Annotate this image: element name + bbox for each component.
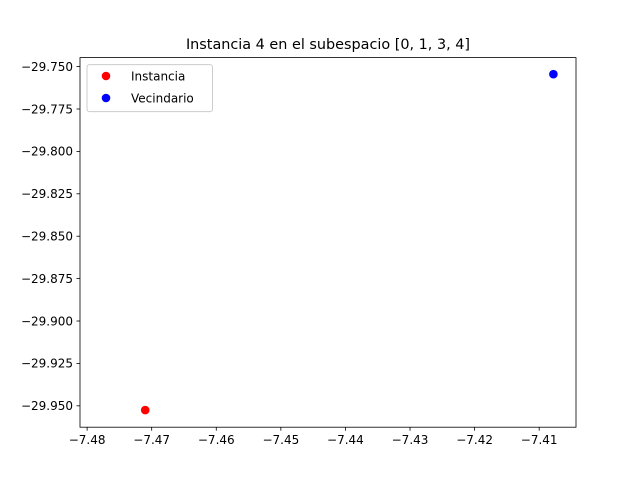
x-tick-label: −7.47 (133, 433, 170, 447)
y-tick-label: −29.900 (21, 314, 73, 328)
y-tick-label: −29.825 (21, 187, 73, 201)
y-tick-label: −29.950 (21, 399, 73, 413)
x-tick-label: −7.41 (521, 433, 558, 447)
y-tick-label: −29.925 (21, 357, 73, 371)
plot-points (140, 69, 558, 415)
chart-title: Instancia 4 en el subespacio [0, 1, 3, 4… (186, 37, 470, 53)
x-tick-label: −7.44 (327, 433, 364, 447)
legend-label: Instancia (131, 70, 185, 84)
legend: Instancia Vecindario (86, 64, 213, 113)
y-tick-label: −29.775 (21, 102, 73, 116)
legend-label: Vecindario (131, 92, 194, 106)
y-axis: −29.750 −29.775 −29.800 −29.825 −29.850 −29.8… (21, 60, 80, 413)
y-tick-label: −29.750 (21, 60, 73, 74)
x-axis: −7.48 −7.47 −7.46 −7.45 −7.44 −7.43 −7.42 −7.41 (69, 427, 558, 447)
legend-marker (101, 93, 111, 103)
y-tick-label: −29.875 (21, 272, 73, 286)
y-tick-label: −29.850 (21, 230, 73, 244)
x-tick-label: −7.42 (456, 433, 493, 447)
x-tick-label: −7.45 (262, 433, 299, 447)
x-tick-label: −7.46 (198, 433, 235, 447)
y-tick-label: −29.800 (21, 145, 73, 159)
data-point-instancia (140, 405, 150, 415)
plot-frame (79, 57, 577, 428)
data-point-vecindario (549, 69, 558, 79)
legend-box (86, 64, 213, 113)
legend-marker (101, 71, 111, 81)
x-tick-label: −7.48 (69, 433, 106, 447)
x-tick-label: −7.43 (392, 433, 429, 447)
